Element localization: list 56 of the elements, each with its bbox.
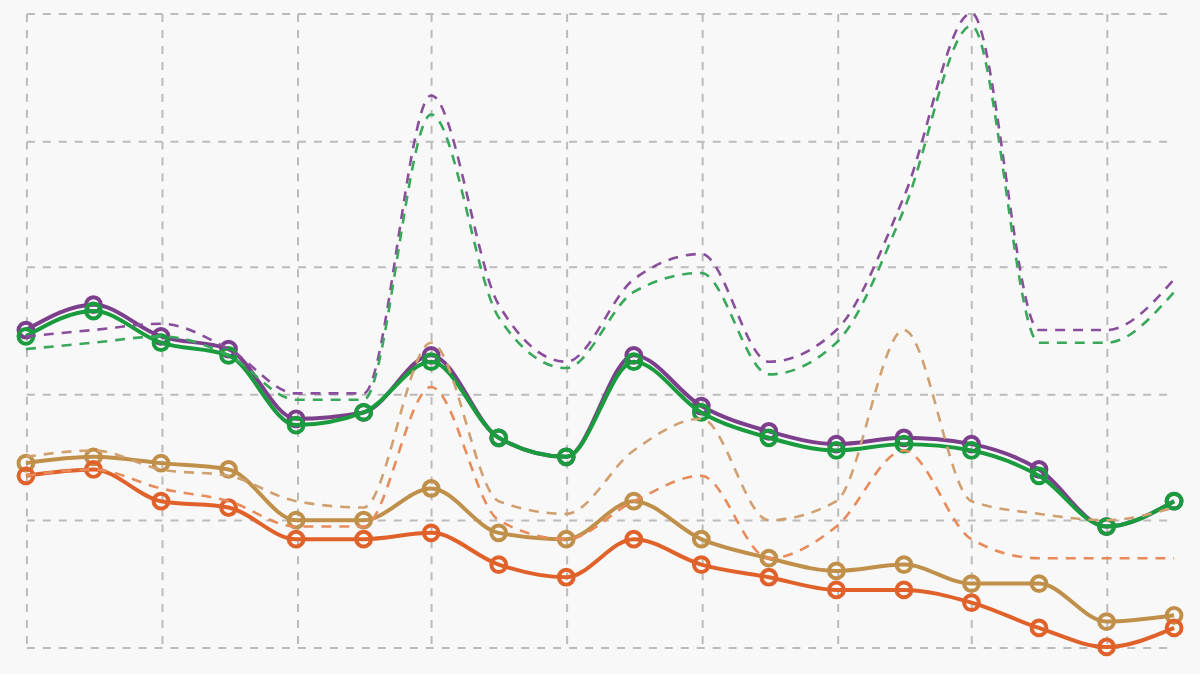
- point: [1097, 612, 1116, 631]
- point: [691, 403, 711, 422]
- point: [556, 567, 576, 587]
- point: [827, 441, 846, 460]
- point: [286, 529, 306, 549]
- point: [691, 396, 711, 416]
- point: [624, 529, 644, 549]
- point: [151, 491, 171, 511]
- point: [421, 346, 441, 365]
- point: [1029, 618, 1049, 638]
- point: [962, 593, 981, 612]
- point: [219, 346, 238, 365]
- point: [759, 422, 779, 441]
- point: [691, 529, 711, 549]
- point: [286, 510, 306, 530]
- point: [894, 434, 914, 454]
- point: [759, 548, 779, 568]
- point: [489, 523, 509, 543]
- point: [894, 580, 914, 600]
- point: [219, 498, 238, 517]
- point: [962, 434, 981, 454]
- point: [151, 326, 171, 346]
- point: [489, 555, 509, 574]
- point: [1029, 574, 1049, 593]
- point: [151, 333, 171, 353]
- point: [894, 555, 914, 574]
- point: [1097, 637, 1116, 657]
- point: [421, 352, 441, 372]
- point: [894, 428, 914, 448]
- point: [421, 479, 441, 498]
- point: [286, 409, 306, 429]
- point: [827, 434, 846, 454]
- point: [1029, 460, 1049, 479]
- point: [84, 295, 103, 315]
- point: [759, 428, 779, 448]
- point: [827, 561, 846, 581]
- point: [354, 510, 373, 530]
- point: [962, 574, 981, 593]
- point: [624, 491, 644, 511]
- point: [624, 346, 644, 365]
- point: [219, 460, 238, 479]
- point: [962, 441, 981, 460]
- point: [84, 447, 103, 467]
- point: [827, 580, 846, 600]
- point: [84, 301, 103, 321]
- point: [1029, 466, 1049, 486]
- point: [354, 529, 373, 549]
- point: [219, 339, 238, 359]
- point: [151, 453, 171, 473]
- point: [759, 567, 779, 587]
- point: [286, 415, 306, 435]
- point: [624, 352, 644, 372]
- point: [691, 555, 711, 574]
- point: [84, 460, 103, 479]
- point: [556, 529, 576, 549]
- point: [421, 523, 441, 543]
